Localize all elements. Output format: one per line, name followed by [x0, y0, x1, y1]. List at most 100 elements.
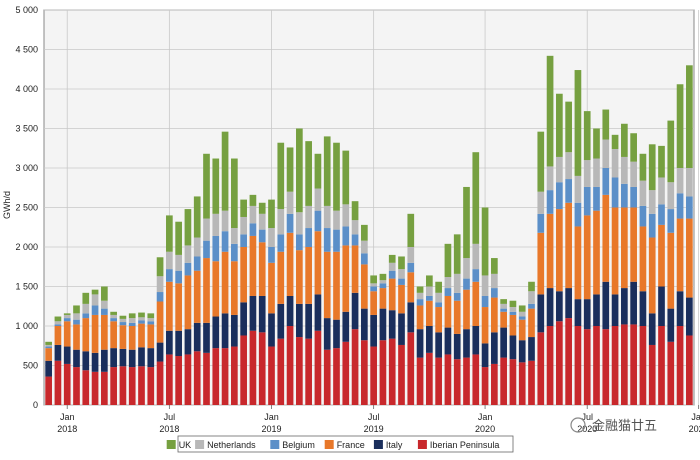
bar-segment [45, 376, 52, 405]
bar-segment [147, 348, 155, 368]
bar-segment [175, 283, 182, 331]
bar-segment [221, 131, 229, 211]
bar-segment [686, 196, 693, 219]
bar-segment [546, 190, 554, 214]
bar-segment [667, 232, 675, 309]
bar-segment [426, 352, 433, 405]
y-tick-label: 3 500 [15, 124, 38, 134]
bar-segment [370, 291, 377, 315]
bar-segment [686, 65, 693, 168]
bar-segment [101, 300, 108, 309]
bar-segment [379, 280, 387, 284]
bar-segment [184, 209, 192, 246]
bar-segment [101, 286, 108, 301]
bar-segment [463, 329, 470, 358]
bar-segment [203, 352, 210, 405]
bar-segment [518, 340, 526, 363]
bar-segment [416, 305, 424, 330]
bar-segment [138, 323, 145, 348]
bar-segment [54, 321, 62, 325]
bar-segment [268, 228, 275, 247]
bar-segment [361, 340, 368, 405]
bar-segment [416, 292, 424, 300]
bar-segment [82, 303, 90, 314]
bar-segment [110, 348, 117, 368]
bar-segment [509, 311, 517, 315]
bar-segment [156, 292, 164, 302]
bar-segment [630, 324, 637, 405]
bar-segment [203, 258, 210, 323]
bar-segment [193, 351, 201, 405]
legend-swatch [417, 440, 427, 449]
bar-segment [240, 302, 247, 336]
bar-segment [658, 286, 665, 326]
bar-segment [110, 314, 117, 319]
bar-segment [361, 240, 368, 254]
bar-segment [314, 188, 322, 211]
bar-segment [528, 308, 535, 338]
bar-segment [481, 367, 489, 405]
x-tick-label: Jul [368, 412, 380, 422]
bar-segment [277, 209, 285, 235]
bar-segment [305, 228, 312, 247]
bar-segment [444, 277, 452, 289]
bar-segment [351, 292, 359, 330]
x-tick-year-label: 2020 [475, 424, 495, 434]
bar-segment [333, 210, 340, 230]
bar-segment [528, 337, 535, 361]
bar-segment [231, 346, 238, 405]
bar-segment [314, 153, 322, 189]
bar-segment [370, 275, 377, 284]
y-tick-label: 3 000 [15, 163, 38, 173]
bar-segment [286, 147, 294, 192]
legend-box [177, 435, 514, 453]
bar-segment [435, 332, 442, 358]
bar-segment [388, 278, 396, 311]
bar-segment [630, 161, 637, 187]
bar-segment [119, 318, 127, 323]
bar-segment [416, 329, 424, 358]
bar-segment [221, 231, 229, 252]
bar-segment [45, 348, 52, 361]
x-tick-label: Jan [478, 412, 493, 422]
bar-segment [175, 270, 182, 284]
bar-segment [630, 186, 637, 208]
bar-segment [453, 333, 461, 360]
bar-segment [398, 256, 405, 270]
bar-segment [416, 357, 424, 405]
bar-segment [231, 243, 238, 262]
bar-segment [193, 237, 201, 257]
bar-segment [305, 141, 312, 206]
bar-segment [416, 286, 424, 293]
bar-segment [82, 318, 90, 352]
bar-segment [426, 326, 433, 353]
bar-segment [556, 93, 563, 157]
bar-segment [91, 371, 99, 405]
bar-segment [212, 235, 220, 262]
bar-segment [639, 205, 647, 227]
bar-segment [481, 275, 489, 296]
bar-segment [54, 326, 62, 345]
bar-segment [314, 231, 322, 295]
bar-segment [323, 318, 331, 350]
y-tick-label: 1 000 [15, 321, 38, 331]
x-tick-label: Jul [164, 412, 176, 422]
y-axis-label: GWh/d [2, 191, 12, 219]
axis-layer: 0 500 1 000 1 500 2 000 2 500 3 000 3 500 4 000 4… [15, 5, 700, 434]
bar-segment [593, 158, 600, 187]
bar-segment [156, 301, 164, 343]
bar-segment [491, 363, 498, 405]
bar-segment [166, 281, 173, 331]
bar-segment [472, 243, 480, 270]
bar-segment [91, 289, 99, 295]
bar-segment [537, 294, 545, 333]
bar-segment [101, 349, 108, 372]
bar-segment [231, 228, 238, 244]
bar-segment [574, 299, 582, 326]
bar-segment [528, 281, 535, 292]
bar-segment [314, 210, 322, 232]
bar-segment [240, 247, 247, 303]
bar-segment [556, 182, 563, 210]
bar-segment [296, 212, 303, 235]
